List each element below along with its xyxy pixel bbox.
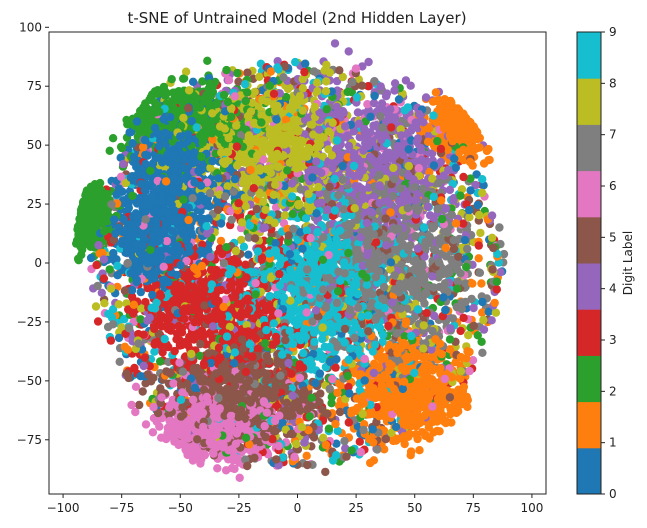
scatter-point xyxy=(451,163,460,172)
scatter-point xyxy=(428,149,437,158)
scatter-point xyxy=(239,242,249,251)
scatter-point xyxy=(369,98,379,108)
scatter-point xyxy=(451,358,460,367)
scatter-point xyxy=(484,156,493,165)
scatter-point xyxy=(355,437,364,446)
scatter-point xyxy=(358,62,367,71)
scatter-point xyxy=(330,39,340,48)
scatter-point xyxy=(415,446,424,455)
scatter-point xyxy=(476,228,485,238)
scatter-point xyxy=(244,250,253,259)
scatter-point xyxy=(244,233,253,242)
scatter-point xyxy=(114,333,124,343)
scatter-point xyxy=(327,399,336,408)
scatter-point xyxy=(341,444,350,453)
scatter-point xyxy=(106,336,116,345)
scatter-point xyxy=(450,154,459,163)
scatter-point xyxy=(354,75,363,84)
scatter-point xyxy=(332,234,341,243)
scatter-point xyxy=(131,407,140,417)
scatter-point xyxy=(477,279,486,288)
scatter-point xyxy=(243,68,252,77)
scatter-point xyxy=(302,451,311,460)
scatter-point xyxy=(363,100,372,109)
scatter-point xyxy=(338,72,347,82)
scatter-point xyxy=(333,426,342,436)
scatter-point xyxy=(478,308,487,317)
scatter-point xyxy=(141,420,151,429)
scatter-point xyxy=(466,186,475,195)
scatter-point xyxy=(105,265,114,274)
scatter-point xyxy=(273,57,282,66)
scatter-point xyxy=(499,249,509,259)
chart-title: t-SNE of Untrained Model (2nd Hidden Lay… xyxy=(127,9,466,27)
scatter-points xyxy=(72,39,509,482)
scatter-point xyxy=(164,342,173,352)
scatter-point xyxy=(188,77,198,87)
scatter-point xyxy=(100,299,109,308)
scatter-point xyxy=(472,170,481,179)
scatter-point xyxy=(461,279,470,288)
scatter-point xyxy=(230,464,239,474)
scatter-point xyxy=(336,240,346,250)
scatter-point xyxy=(321,212,330,221)
scatter-point xyxy=(344,47,353,56)
scatter-point xyxy=(216,236,226,246)
scatter-point xyxy=(425,167,434,177)
scatter-point xyxy=(265,292,274,301)
scatter-point xyxy=(332,439,341,448)
scatter-point xyxy=(169,379,178,388)
scatter-point xyxy=(236,235,246,245)
scatter-point xyxy=(430,311,439,321)
scatter-point xyxy=(334,401,344,410)
scatter-point xyxy=(471,180,480,190)
